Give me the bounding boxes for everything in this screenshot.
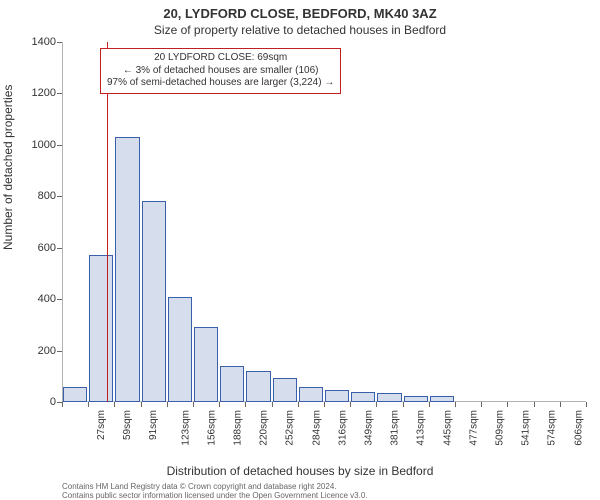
- x-tick-label: 541sqm: [521, 410, 532, 446]
- x-tick-mark: [245, 402, 246, 407]
- x-tick-mark: [193, 402, 194, 407]
- x-tick-label: 156sqm: [206, 410, 217, 446]
- x-tick-mark: [455, 402, 456, 407]
- chart-title: 20, LYDFORD CLOSE, BEDFORD, MK40 3AZ: [0, 6, 600, 21]
- histogram-bar: [142, 201, 166, 402]
- x-tick-mark: [298, 402, 299, 407]
- x-tick-mark: [62, 402, 63, 407]
- y-tick-label: 600: [16, 242, 56, 254]
- x-tick-label: 188sqm: [233, 410, 244, 446]
- property-marker-line: [107, 42, 108, 402]
- x-tick-mark: [560, 402, 561, 407]
- x-tick-label: 509sqm: [495, 410, 506, 446]
- chart-subtitle: Size of property relative to detached ho…: [0, 23, 600, 37]
- x-tick-label: 445sqm: [442, 410, 453, 446]
- x-tick-label: 477sqm: [468, 410, 479, 446]
- footer-line-2: Contains public sector information licen…: [62, 491, 368, 500]
- annotation-line-3: 97% of semi-detached houses are larger (…: [107, 77, 334, 90]
- x-tick-label: 413sqm: [416, 410, 427, 446]
- annotation-line-1: 20 LYDFORD CLOSE: 69sqm: [107, 52, 334, 65]
- x-tick-mark: [376, 402, 377, 407]
- x-tick-mark: [88, 402, 89, 407]
- x-tick-label: 220sqm: [259, 410, 270, 446]
- y-tick-label: 200: [16, 345, 56, 357]
- x-tick-label: 349sqm: [364, 410, 375, 446]
- x-tick-mark: [219, 402, 220, 407]
- x-tick-mark: [403, 402, 404, 407]
- x-tick-mark: [350, 402, 351, 407]
- y-tick-mark: [57, 93, 62, 94]
- chart-frame: 20, LYDFORD CLOSE, BEDFORD, MK40 3AZ Siz…: [0, 0, 600, 500]
- x-tick-label: 252sqm: [285, 410, 296, 446]
- y-tick-mark: [57, 351, 62, 352]
- histogram-bar: [246, 371, 270, 402]
- x-tick-label: 123sqm: [180, 410, 191, 446]
- y-tick-mark: [57, 299, 62, 300]
- footer-line-1: Contains HM Land Registry data © Crown c…: [62, 482, 337, 491]
- histogram-bar: [325, 390, 349, 402]
- histogram-bar: [220, 366, 244, 402]
- x-tick-mark: [324, 402, 325, 407]
- annotation-box: 20 LYDFORD CLOSE: 69sqm← 3% of detached …: [100, 48, 341, 94]
- histogram-bar: [273, 378, 297, 402]
- x-tick-label: 284sqm: [311, 410, 322, 446]
- y-tick-mark: [57, 145, 62, 146]
- x-tick-label: 574sqm: [547, 410, 558, 446]
- axes-svg: [62, 42, 586, 402]
- x-tick-mark: [481, 402, 482, 407]
- x-tick-label: 381sqm: [390, 410, 401, 446]
- y-tick-mark: [57, 248, 62, 249]
- histogram-bar: [404, 396, 428, 402]
- x-tick-label: 606sqm: [573, 410, 584, 446]
- histogram-bar: [89, 255, 113, 402]
- x-tick-label: 91sqm: [148, 410, 159, 440]
- y-axis-label: Number of detached properties: [1, 85, 15, 250]
- y-tick-label: 800: [16, 190, 56, 202]
- y-tick-label: 1000: [16, 139, 56, 151]
- x-tick-mark: [429, 402, 430, 407]
- x-tick-label: 27sqm: [96, 410, 107, 440]
- x-tick-mark: [534, 402, 535, 407]
- histogram-bar: [194, 327, 218, 402]
- x-tick-mark: [114, 402, 115, 407]
- histogram-bar: [115, 137, 139, 402]
- histogram-bar: [377, 393, 401, 402]
- y-tick-label: 1200: [16, 87, 56, 99]
- y-tick-mark: [57, 196, 62, 197]
- x-tick-label: 316sqm: [337, 410, 348, 446]
- x-tick-mark: [141, 402, 142, 407]
- x-tick-mark: [586, 402, 587, 407]
- x-tick-mark: [507, 402, 508, 407]
- histogram-bar: [63, 387, 87, 402]
- x-tick-mark: [272, 402, 273, 407]
- x-axis-label: Distribution of detached houses by size …: [0, 464, 600, 478]
- y-tick-label: 1400: [16, 36, 56, 48]
- x-tick-label: 59sqm: [122, 410, 133, 440]
- plot-area: 27sqm59sqm91sqm123sqm156sqm188sqm220sqm2…: [62, 42, 586, 402]
- x-tick-mark: [167, 402, 168, 407]
- histogram-bar: [430, 396, 454, 402]
- histogram-bar: [351, 392, 375, 402]
- y-tick-label: 400: [16, 293, 56, 305]
- y-tick-mark: [57, 42, 62, 43]
- histogram-bar: [168, 297, 192, 402]
- y-tick-label: 0: [16, 396, 56, 408]
- histogram-bar: [299, 387, 323, 402]
- annotation-line-2: ← 3% of detached houses are smaller (106…: [107, 65, 334, 78]
